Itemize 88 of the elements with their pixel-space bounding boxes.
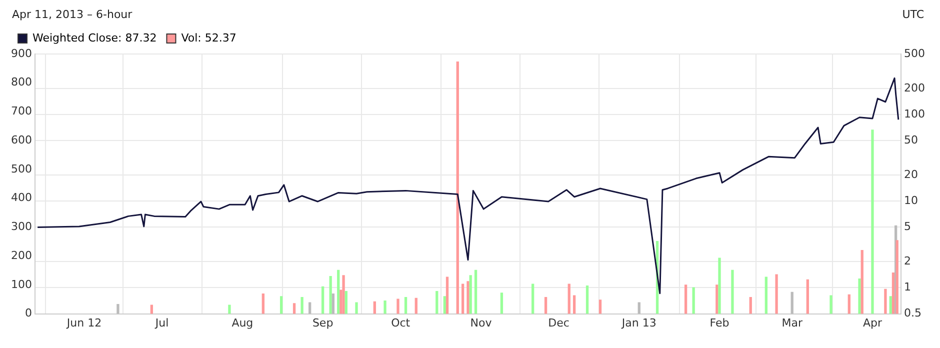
- bar: [716, 284, 718, 314]
- y2-tick-label: 5: [904, 220, 912, 234]
- bar: [896, 240, 898, 314]
- bar: [342, 275, 345, 314]
- bar: [731, 270, 734, 314]
- bar: [884, 288, 887, 314]
- x-tick-label: Mar: [782, 316, 803, 330]
- bar: [466, 281, 470, 314]
- y-tick-label: 200: [10, 248, 32, 262]
- bar: [414, 298, 418, 314]
- bar: [355, 302, 358, 314]
- bar: [568, 284, 570, 314]
- x-tick-label: Nov: [470, 316, 492, 330]
- bar: [436, 290, 438, 314]
- x-tick-label: Dec: [548, 316, 570, 330]
- bar: [764, 276, 768, 314]
- bar: [300, 297, 304, 314]
- y2-tick-label: 0.5: [904, 306, 922, 320]
- bar: [544, 297, 548, 314]
- y2-tick-label: 50: [904, 133, 918, 146]
- bar: [889, 296, 892, 314]
- bar: [344, 290, 348, 314]
- y-tick-label: 400: [10, 191, 32, 204]
- bar: [858, 278, 861, 314]
- bar: [806, 279, 809, 314]
- bar: [446, 276, 449, 314]
- y2-tick-label: 20: [904, 168, 918, 181]
- y2-tick-label: 1: [904, 280, 912, 294]
- y-tick-label: 900: [10, 46, 32, 60]
- y2-tick-label: 10: [904, 194, 918, 207]
- x-tick-label: Jun 12: [66, 316, 102, 330]
- bar: [456, 61, 459, 314]
- y-tick-label: 600: [10, 133, 32, 146]
- bar: [638, 302, 640, 314]
- bar: [790, 292, 794, 314]
- bar: [749, 297, 752, 314]
- y-tick-label: 800: [10, 76, 32, 89]
- bar: [384, 300, 386, 314]
- y2-tick-label: 500: [904, 46, 926, 60]
- bar: [469, 275, 472, 314]
- bar: [830, 295, 832, 314]
- x-tick-label: Aug: [232, 316, 254, 330]
- bar: [474, 270, 478, 314]
- bar: [308, 302, 312, 314]
- bar: [586, 285, 589, 314]
- bar: [718, 258, 721, 314]
- bar: [684, 284, 688, 314]
- y2-tick-label: 200: [904, 81, 926, 94]
- bar: [280, 296, 283, 314]
- bar: [500, 292, 504, 314]
- bar: [337, 270, 340, 314]
- bar: [572, 295, 576, 314]
- y2-tick-label: 2: [904, 254, 912, 268]
- bar: [871, 130, 874, 314]
- x-tick-label: Feb: [710, 316, 730, 330]
- bar: [461, 284, 464, 314]
- text: UTC: [902, 8, 924, 21]
- y-tick-label: 0: [24, 306, 32, 320]
- x-tick-label: Oct: [391, 316, 411, 330]
- bar: [443, 296, 446, 314]
- chart-subtitle: Apr 11, 2013 – 6-hour: [12, 8, 132, 21]
- x-tick-label: Sep: [312, 316, 334, 330]
- y2-tick-label: 100: [904, 107, 926, 120]
- bar: [373, 301, 376, 314]
- y-tick-label: 500: [10, 162, 32, 176]
- bar: [404, 297, 408, 314]
- y-tick-label: 300: [10, 220, 32, 234]
- bar: [292, 303, 296, 314]
- bar: [329, 276, 332, 314]
- bar: [692, 287, 695, 314]
- bar: [775, 274, 778, 314]
- bar: [228, 304, 231, 314]
- x-tick-label: Jan 13: [620, 316, 656, 330]
- bar: [598, 300, 602, 314]
- bar: [396, 298, 400, 314]
- y-tick-label: 700: [10, 104, 32, 118]
- bar: [321, 286, 324, 314]
- x-tick-label: Jul: [154, 316, 169, 330]
- bar: [860, 250, 864, 314]
- bar: [332, 294, 335, 314]
- bar: [262, 294, 264, 314]
- bar: [116, 304, 120, 314]
- y-tick-label: 100: [10, 278, 32, 291]
- bar: [848, 294, 850, 314]
- bar: [531, 284, 534, 314]
- legend-label: Weighted Close: 87.32: [32, 31, 157, 44]
- legend-label: Vol: 52.37: [181, 31, 236, 44]
- x-tick-label: Apr: [862, 316, 882, 330]
